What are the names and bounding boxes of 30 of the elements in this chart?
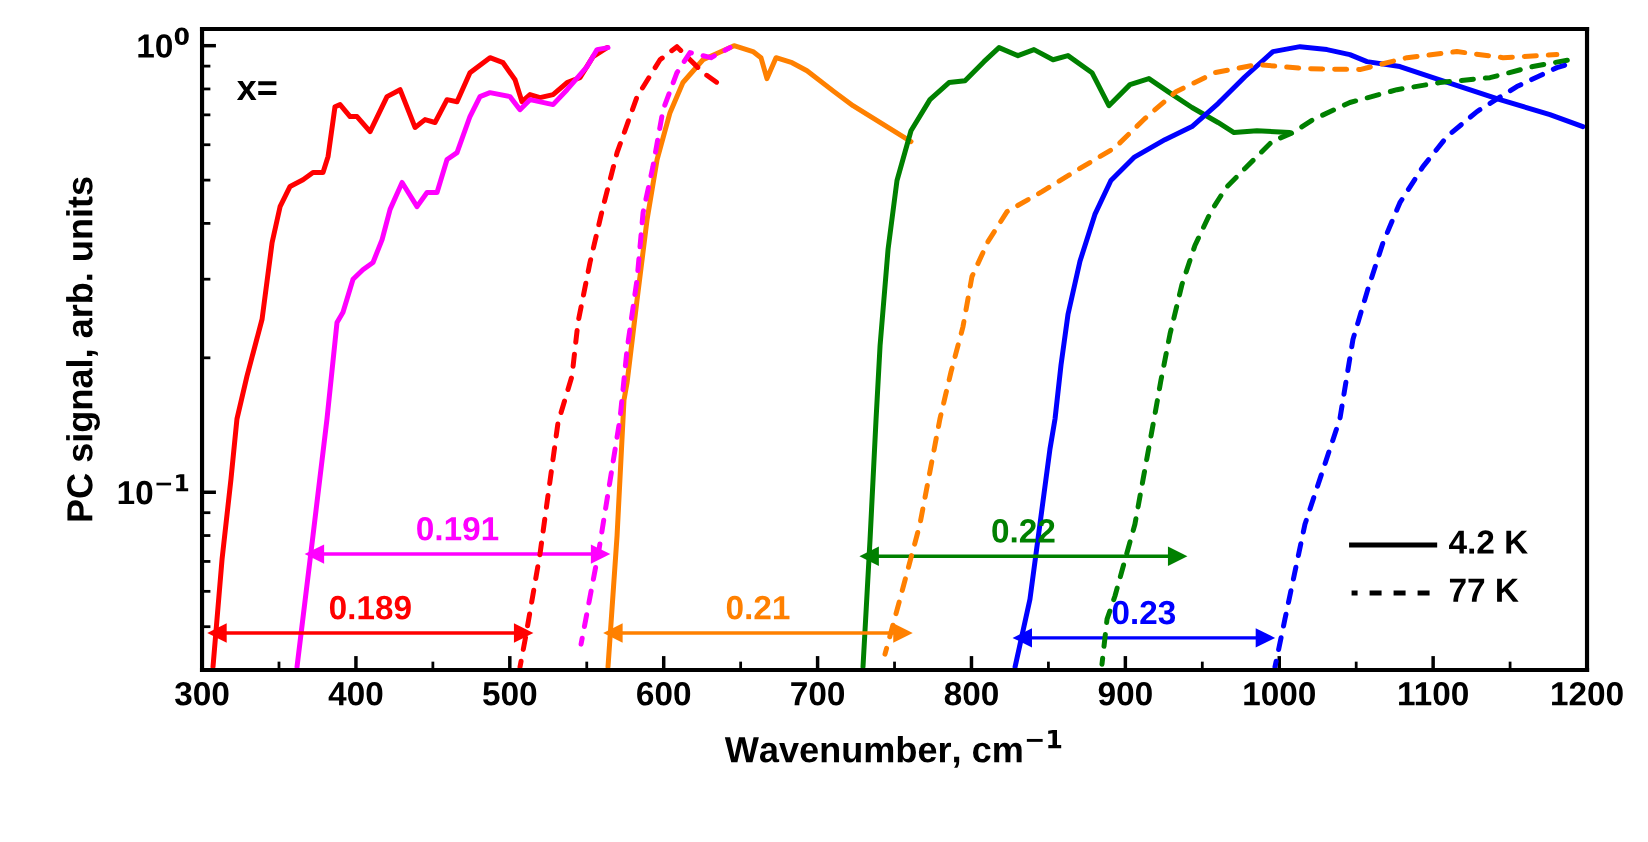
x-tick-label: 600 — [637, 681, 691, 706]
point — [513, 623, 534, 643]
x-axis-title: Wavenumber, cm$^{−1}$ — [724, 729, 1062, 768]
point — [1167, 546, 1188, 566]
y-axis-title: PC signal, arb. units — [66, 177, 100, 521]
x-tick-label: 700 — [791, 681, 845, 706]
annotation: 0.21 — [726, 595, 790, 620]
x-tick-label: 1200 — [1552, 681, 1623, 706]
x-tick-label: 800 — [944, 681, 998, 706]
x-tick-label: 1100 — [1399, 681, 1468, 706]
x-tick-label: 900 — [1098, 681, 1152, 706]
point — [859, 546, 879, 566]
annotation: 0.23 — [1112, 600, 1176, 625]
x-tick-label: 400 — [328, 681, 383, 706]
y-tick-label: 10$^{−1}$ — [118, 474, 189, 505]
point — [603, 623, 623, 643]
annotation: 4.2 K — [1449, 530, 1528, 554]
annotation: 0.191 — [417, 516, 499, 541]
point — [1012, 628, 1032, 648]
x-tick-label: 300 — [175, 681, 229, 706]
y-tick-label: 10$^{0}$ — [138, 27, 189, 58]
x-tick-label: 500 — [483, 681, 537, 706]
annotation: 0.189 — [329, 595, 411, 620]
point — [207, 623, 227, 643]
annotation: x= — [236, 80, 277, 101]
point — [304, 544, 325, 564]
x-tick-label: 1000 — [1244, 681, 1315, 706]
point — [893, 623, 913, 643]
point — [1255, 628, 1276, 648]
annotation: 77 K — [1449, 578, 1519, 602]
